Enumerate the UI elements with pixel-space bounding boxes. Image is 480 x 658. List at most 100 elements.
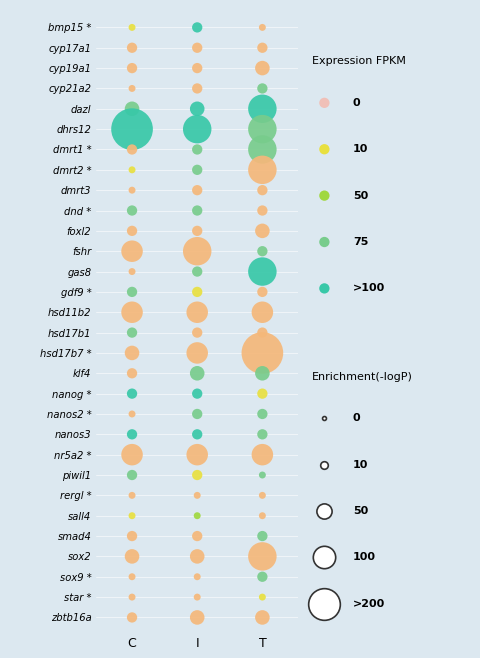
Point — [128, 511, 136, 521]
Point — [320, 413, 327, 424]
Point — [258, 124, 265, 134]
Point — [258, 83, 265, 93]
Point — [320, 599, 327, 609]
Point — [320, 552, 327, 563]
Point — [193, 511, 201, 521]
Point — [193, 185, 201, 195]
Point — [258, 612, 265, 622]
Point — [193, 124, 201, 134]
Point — [320, 97, 327, 108]
Point — [258, 368, 265, 378]
Point — [128, 226, 136, 236]
Point — [193, 592, 201, 602]
Point — [320, 459, 327, 470]
Point — [128, 124, 136, 134]
Text: 50: 50 — [352, 191, 367, 201]
Point — [193, 22, 201, 33]
Point — [193, 612, 201, 622]
Point — [193, 266, 201, 277]
Text: Enrichment(-logP): Enrichment(-logP) — [311, 372, 412, 382]
Point — [193, 449, 201, 460]
Point — [258, 103, 265, 114]
Point — [258, 592, 265, 602]
Point — [193, 531, 201, 542]
Point — [258, 449, 265, 460]
Text: 50: 50 — [352, 506, 367, 516]
Point — [128, 43, 136, 53]
Text: 0: 0 — [352, 413, 360, 423]
Point — [193, 144, 201, 155]
Point — [258, 551, 265, 562]
Point — [128, 205, 136, 216]
Point — [128, 63, 136, 73]
Point — [128, 368, 136, 378]
Point — [258, 205, 265, 216]
Point — [128, 531, 136, 542]
Point — [258, 470, 265, 480]
Point — [320, 237, 327, 247]
Point — [128, 287, 136, 297]
Point — [128, 246, 136, 257]
Point — [128, 572, 136, 582]
Point — [128, 185, 136, 195]
Point — [258, 572, 265, 582]
Point — [128, 612, 136, 622]
Point — [258, 144, 265, 155]
Point — [128, 449, 136, 460]
Point — [128, 470, 136, 480]
Point — [193, 307, 201, 318]
Point — [193, 470, 201, 480]
Point — [258, 246, 265, 257]
Point — [258, 43, 265, 53]
Point — [193, 164, 201, 175]
Point — [128, 307, 136, 318]
Point — [258, 266, 265, 277]
Point — [258, 531, 265, 542]
Point — [128, 164, 136, 175]
Text: 10: 10 — [352, 460, 368, 470]
Point — [258, 429, 265, 440]
Point — [258, 511, 265, 521]
Point — [193, 63, 201, 73]
Point — [193, 327, 201, 338]
Point — [128, 429, 136, 440]
Text: 0: 0 — [352, 98, 360, 108]
Point — [128, 551, 136, 562]
Point — [193, 490, 201, 501]
Point — [128, 388, 136, 399]
Point — [193, 246, 201, 257]
Point — [193, 409, 201, 419]
Point — [258, 307, 265, 318]
Point — [320, 506, 327, 517]
Point — [128, 83, 136, 93]
Point — [320, 190, 327, 201]
Point — [128, 103, 136, 114]
Point — [128, 327, 136, 338]
Text: Expression FPKM: Expression FPKM — [311, 57, 405, 66]
Point — [258, 164, 265, 175]
Point — [193, 287, 201, 297]
Point — [128, 409, 136, 419]
Point — [128, 490, 136, 501]
Text: >100: >100 — [352, 284, 384, 293]
Point — [193, 103, 201, 114]
Point — [320, 144, 327, 155]
Text: >200: >200 — [352, 599, 384, 609]
Point — [258, 287, 265, 297]
Point — [128, 266, 136, 277]
Point — [258, 347, 265, 358]
Point — [258, 185, 265, 195]
Point — [193, 347, 201, 358]
Point — [193, 205, 201, 216]
Point — [193, 368, 201, 378]
Point — [258, 490, 265, 501]
Point — [258, 409, 265, 419]
Point — [193, 226, 201, 236]
Text: 100: 100 — [352, 553, 375, 563]
Point — [258, 327, 265, 338]
Point — [128, 144, 136, 155]
Text: 75: 75 — [352, 237, 368, 247]
Point — [320, 283, 327, 293]
Point — [193, 429, 201, 440]
Point — [258, 388, 265, 399]
